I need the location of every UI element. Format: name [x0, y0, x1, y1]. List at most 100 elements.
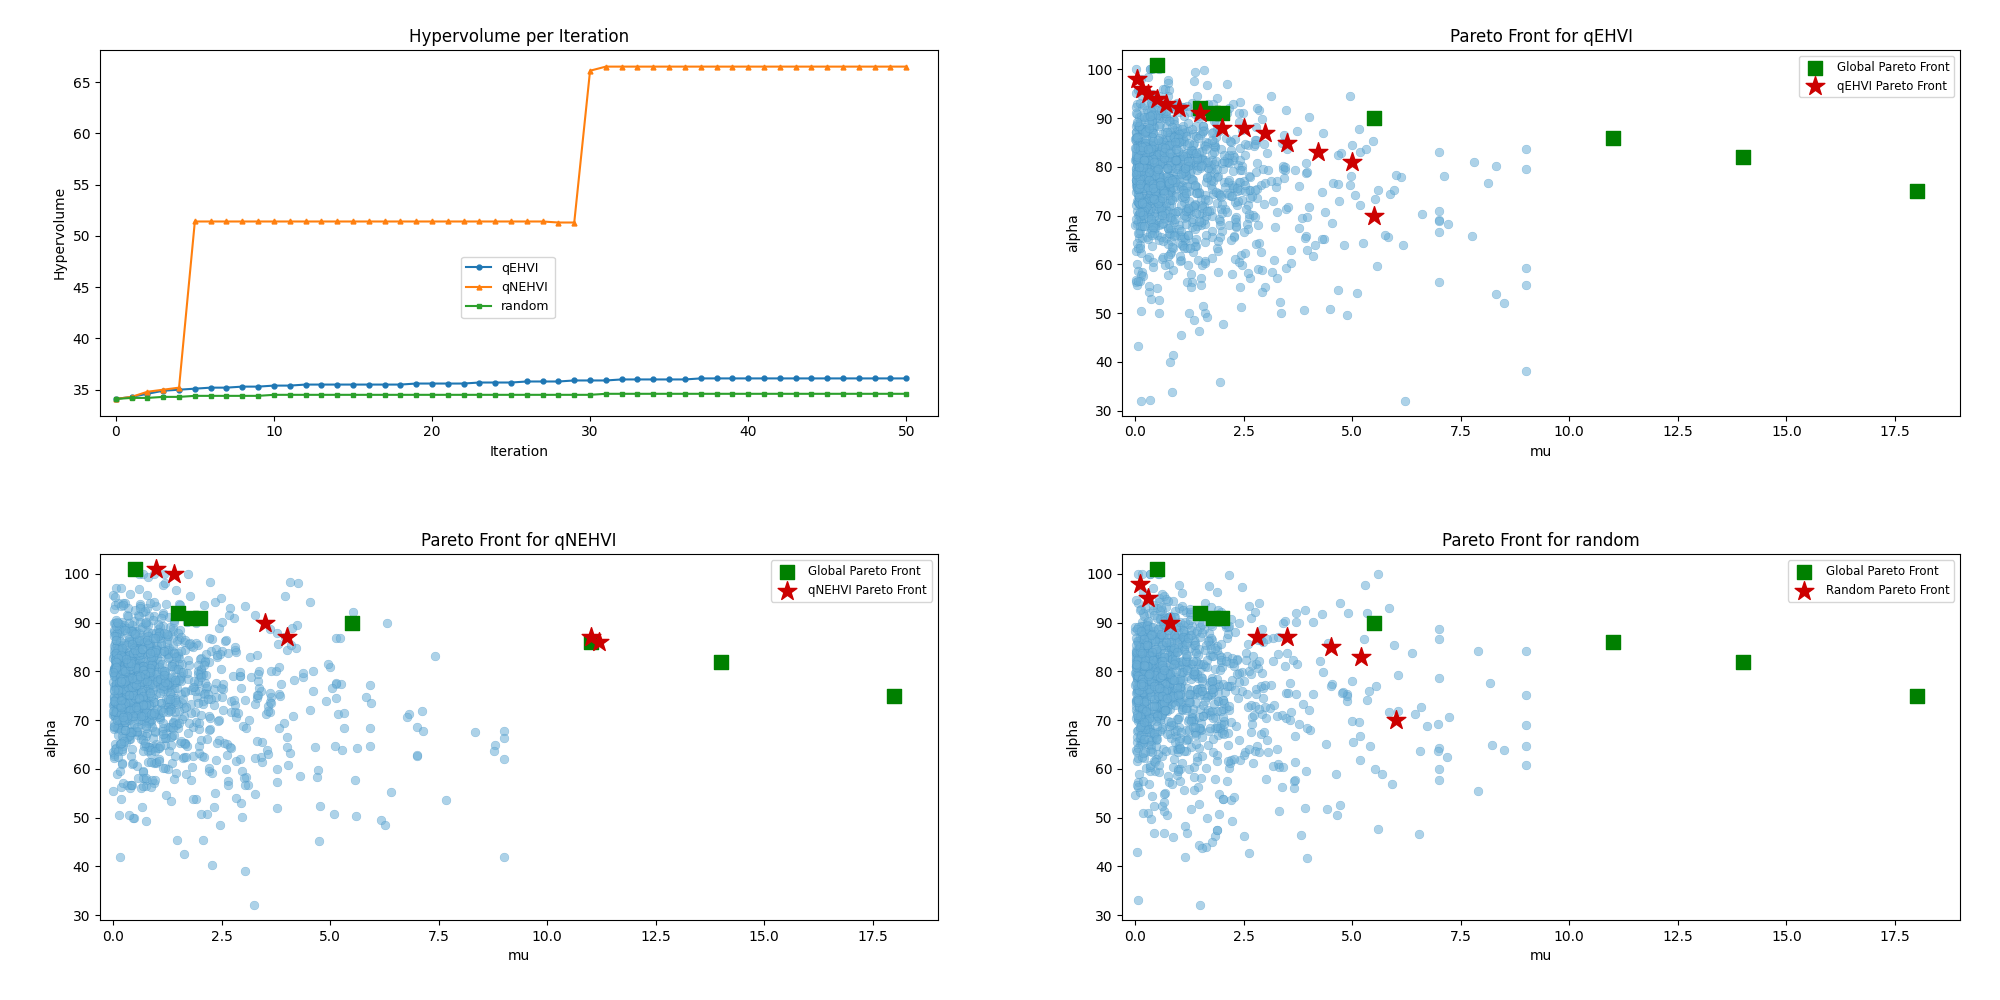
Point	[1188, 656, 1220, 672]
Point	[1122, 158, 1154, 174]
Point	[1128, 670, 1160, 686]
Point	[1236, 716, 1268, 732]
Point	[120, 677, 152, 693]
Point	[130, 735, 162, 751]
Point	[1130, 682, 1162, 698]
Point	[1196, 229, 1228, 245]
Point	[1138, 154, 1170, 170]
Point	[136, 670, 168, 686]
Point	[1188, 693, 1220, 709]
Point	[1360, 678, 1392, 694]
Point	[1128, 152, 1160, 168]
Point	[152, 704, 184, 720]
Point	[1124, 676, 1156, 692]
Point	[104, 722, 136, 738]
Point	[114, 694, 146, 710]
Point	[150, 663, 182, 679]
Point	[1148, 664, 1180, 680]
Point	[1176, 622, 1208, 638]
Point	[208, 702, 240, 718]
Point	[1218, 152, 1250, 168]
Point	[126, 727, 158, 743]
Point	[212, 736, 244, 752]
Point	[238, 897, 270, 913]
Point	[140, 642, 172, 658]
Point	[162, 832, 194, 848]
Point	[262, 686, 294, 702]
X-axis label: mu: mu	[1530, 445, 1552, 459]
Point	[118, 613, 150, 629]
Point	[134, 635, 166, 651]
Point	[1144, 660, 1176, 676]
Point	[116, 672, 148, 688]
Point	[1136, 737, 1168, 753]
Point	[1174, 165, 1206, 181]
Point	[1194, 720, 1226, 736]
Point	[1128, 165, 1160, 181]
Point	[130, 671, 162, 687]
Point	[1252, 732, 1284, 748]
Point	[1178, 637, 1210, 653]
Point	[240, 607, 272, 623]
Point	[184, 669, 216, 685]
Point	[188, 597, 220, 613]
Point	[1136, 149, 1168, 165]
Point	[1212, 619, 1244, 635]
Point	[1126, 645, 1158, 661]
Point	[1172, 202, 1204, 218]
Point	[112, 648, 144, 664]
Point	[108, 706, 140, 722]
qEHVI Pareto Front	[1250, 125, 1282, 141]
Point	[1132, 720, 1164, 736]
Point	[1206, 791, 1238, 807]
Point	[1182, 323, 1214, 339]
Point	[136, 639, 168, 655]
Point	[1164, 724, 1196, 740]
Point	[1122, 679, 1154, 695]
Point	[1134, 721, 1166, 737]
Point	[98, 682, 130, 698]
Point	[1150, 103, 1182, 119]
Point	[1128, 133, 1160, 149]
Point	[1162, 719, 1194, 735]
Point	[1266, 615, 1298, 631]
Point	[1144, 648, 1176, 664]
Point	[190, 646, 222, 662]
Point	[1148, 702, 1180, 718]
Point	[1126, 122, 1158, 138]
Point	[162, 656, 194, 672]
Point	[104, 627, 136, 643]
Point	[1138, 205, 1170, 221]
Point	[1156, 671, 1188, 687]
Point	[1154, 157, 1186, 173]
Point	[202, 620, 234, 636]
Point	[106, 666, 138, 682]
Point	[1122, 137, 1154, 153]
Point	[98, 615, 130, 631]
Point	[1124, 189, 1156, 205]
Point	[104, 704, 136, 720]
Point	[1158, 609, 1190, 625]
Point	[1192, 632, 1224, 648]
Point	[1198, 640, 1230, 656]
Point	[1462, 643, 1494, 659]
Point	[252, 746, 284, 762]
Point	[1326, 685, 1358, 701]
Point	[1140, 180, 1172, 196]
Point	[134, 688, 166, 704]
Point	[114, 670, 146, 686]
Point	[1130, 210, 1162, 226]
Point	[1130, 614, 1162, 630]
Point	[100, 625, 132, 641]
Point	[1126, 653, 1158, 669]
Point	[1132, 174, 1164, 190]
Point	[1136, 129, 1168, 145]
Point	[1134, 170, 1166, 186]
Point	[156, 701, 188, 717]
Point	[1124, 175, 1156, 191]
Point	[1154, 198, 1186, 214]
Point	[174, 588, 206, 604]
Point	[1134, 148, 1166, 164]
Point	[124, 690, 156, 706]
Point	[1122, 118, 1154, 134]
